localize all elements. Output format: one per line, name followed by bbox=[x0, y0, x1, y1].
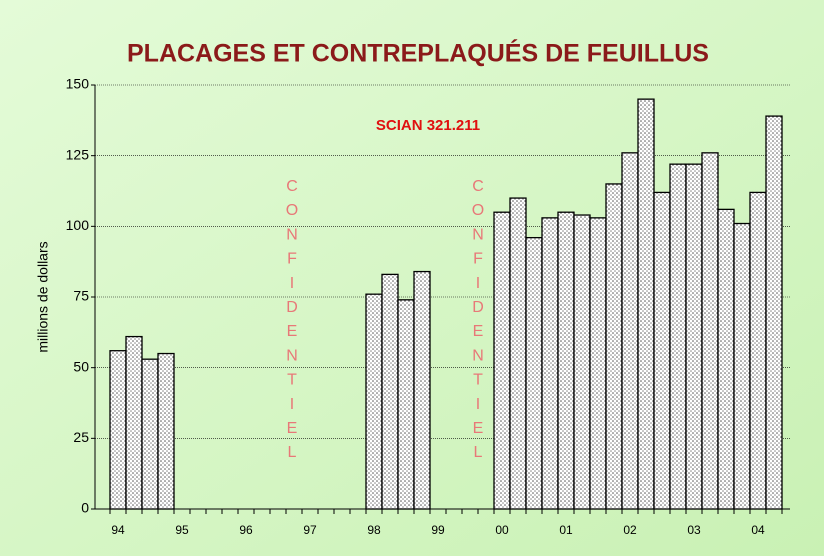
bar bbox=[125, 335, 143, 510]
x-tick-label: 97 bbox=[303, 523, 317, 537]
chart-title: PLACAGES ET CONTREPLAQUÉS DE FEUILLUS bbox=[127, 39, 709, 68]
y-tick-label: 100 bbox=[66, 217, 90, 233]
bar bbox=[541, 217, 559, 510]
x-tick-label: 04 bbox=[751, 523, 765, 537]
annotation: CONFIDENTIEL bbox=[284, 178, 301, 468]
x-tick-label: 02 bbox=[623, 523, 637, 537]
bar bbox=[141, 358, 159, 510]
bar bbox=[733, 222, 751, 510]
x-tick-label: 95 bbox=[175, 523, 189, 537]
bar bbox=[157, 352, 175, 510]
bar bbox=[509, 197, 527, 510]
subtitle: SCIAN 321.211 bbox=[376, 117, 480, 134]
y-tick-label: 150 bbox=[66, 76, 90, 92]
y-tick-label: 75 bbox=[73, 288, 89, 304]
bar bbox=[381, 273, 399, 510]
bar bbox=[749, 191, 767, 510]
x-tick-label: 99 bbox=[431, 523, 445, 537]
bar bbox=[765, 115, 783, 510]
y-axis-label: millions de dollars bbox=[35, 241, 51, 352]
x-tick-label: 00 bbox=[495, 523, 509, 537]
x-tick-label: 94 bbox=[111, 523, 125, 537]
bar bbox=[493, 211, 511, 510]
bar bbox=[717, 208, 735, 510]
bar bbox=[397, 299, 415, 510]
bar bbox=[525, 236, 543, 510]
bar bbox=[557, 211, 575, 510]
bar bbox=[621, 152, 639, 510]
bar bbox=[365, 293, 383, 510]
bar bbox=[685, 163, 703, 510]
bar bbox=[701, 152, 719, 510]
x-tick-label: 03 bbox=[687, 523, 701, 537]
bar bbox=[589, 217, 607, 510]
y-tick-label: 50 bbox=[73, 358, 89, 374]
annotation: CONFIDENTIEL bbox=[470, 178, 487, 468]
y-tick-label: 0 bbox=[81, 500, 89, 516]
bar bbox=[669, 163, 687, 510]
bar bbox=[653, 191, 671, 510]
bar bbox=[109, 350, 127, 510]
bar bbox=[605, 183, 623, 510]
bar bbox=[413, 270, 431, 510]
y-tick-label: 125 bbox=[66, 146, 90, 162]
bar bbox=[573, 214, 591, 510]
x-tick-label: 96 bbox=[239, 523, 253, 537]
bar bbox=[637, 98, 655, 510]
y-tick-label: 25 bbox=[73, 429, 89, 445]
x-tick-label: 98 bbox=[367, 523, 381, 537]
x-tick-label: 01 bbox=[559, 523, 573, 537]
